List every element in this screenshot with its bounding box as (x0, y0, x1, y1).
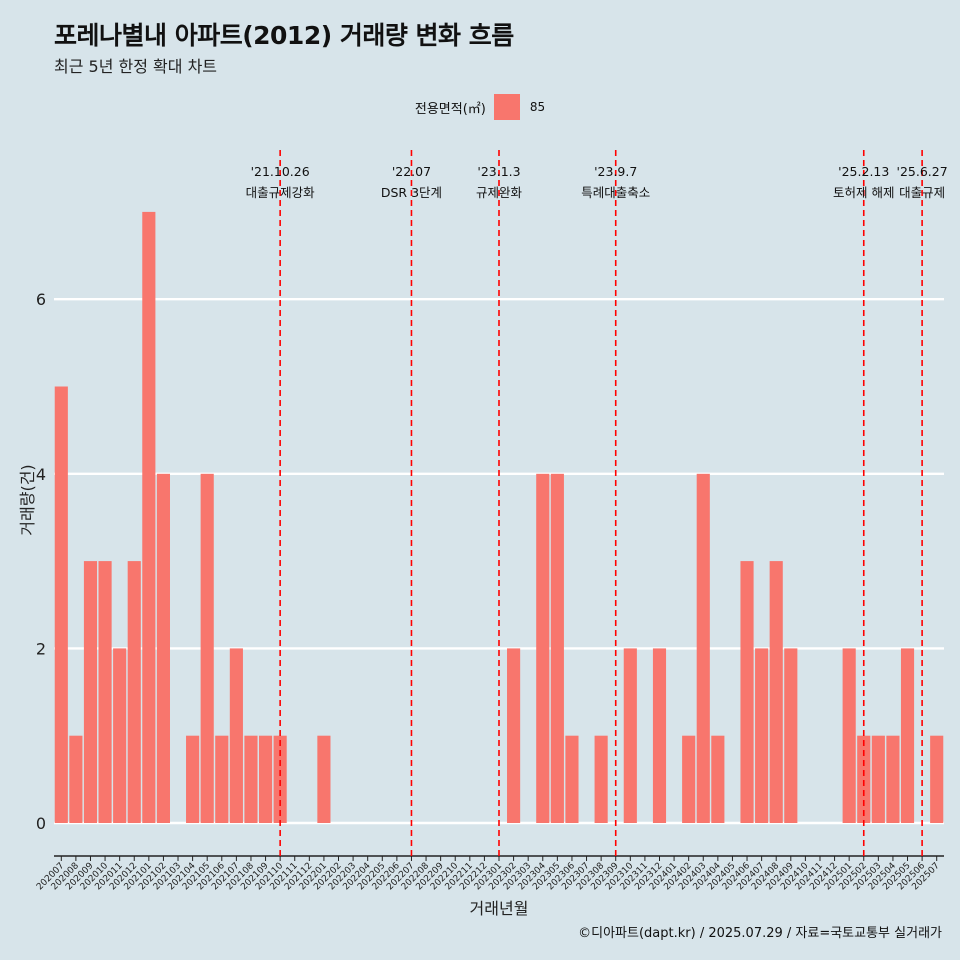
bar (623, 648, 637, 823)
bar (142, 211, 156, 823)
bar (229, 648, 243, 823)
event-date-label: '25.2.13 (838, 164, 889, 179)
bar (273, 735, 287, 823)
bar (156, 473, 170, 823)
bar (200, 473, 214, 823)
bar (565, 735, 579, 823)
bar (54, 386, 68, 823)
bar (871, 735, 885, 823)
legend: 전용면적(㎡) 85 (0, 93, 960, 121)
bar (98, 561, 112, 823)
legend-item-label: 85 (529, 100, 546, 114)
bar (696, 473, 710, 823)
bar (127, 561, 141, 823)
bar (740, 561, 754, 823)
bar (186, 735, 200, 823)
bar (550, 473, 564, 823)
event-date-label: '23.1.3 (477, 164, 520, 179)
bar (769, 561, 783, 823)
bar (69, 735, 83, 823)
chart-title: 포레나별내 아파트(2012) 거래량 변화 흐름 (54, 21, 514, 50)
legend-swatch (493, 94, 520, 120)
event-name-label: 특례대출축소 (581, 185, 650, 200)
chart-subtitle: 최근 5년 한정 확대 차트 (54, 57, 218, 76)
y-axis-title: 거래량(건) (18, 464, 37, 535)
bar (711, 735, 725, 823)
bar (886, 735, 900, 823)
bar (317, 735, 331, 823)
bar (594, 735, 608, 823)
bar (83, 561, 98, 823)
bar (258, 735, 273, 823)
bar (842, 648, 856, 823)
y-tick-label: 6 (36, 290, 46, 309)
bar (507, 648, 521, 823)
bar (857, 735, 871, 823)
event-date-label: '23.9.7 (594, 164, 637, 179)
bar (113, 648, 127, 823)
y-tick-label: 2 (36, 639, 46, 658)
bar (652, 648, 667, 823)
event-name-label: DSR 3단계 (381, 185, 442, 200)
event-name-label: 대출규제강화 (246, 185, 316, 200)
bar (682, 735, 696, 823)
bar (244, 735, 258, 823)
y-tick-label: 4 (36, 465, 46, 484)
event-name-label: 대출규제 (899, 185, 945, 200)
bar (900, 648, 915, 823)
bar (930, 735, 944, 823)
x-axis-title: 거래년월 (470, 899, 529, 918)
event-date-label: '21.10.26 (251, 164, 310, 179)
event-name-label: 토허제 해제 (833, 185, 894, 200)
event-date-label: '25.6.27 (897, 164, 948, 179)
source-credit: ©디아파트(dapt.kr) / 2025.07.29 / 자료=국토교통부 실… (578, 926, 942, 941)
bar (215, 735, 229, 823)
y-tick-label: 0 (36, 814, 46, 833)
legend-title: 전용면적(㎡) (414, 101, 486, 117)
bar (784, 648, 798, 823)
bar (536, 473, 550, 823)
event-date-label: '22.07 (392, 164, 431, 179)
event-name-label: 규제완화 (476, 185, 523, 200)
bar (755, 648, 769, 823)
